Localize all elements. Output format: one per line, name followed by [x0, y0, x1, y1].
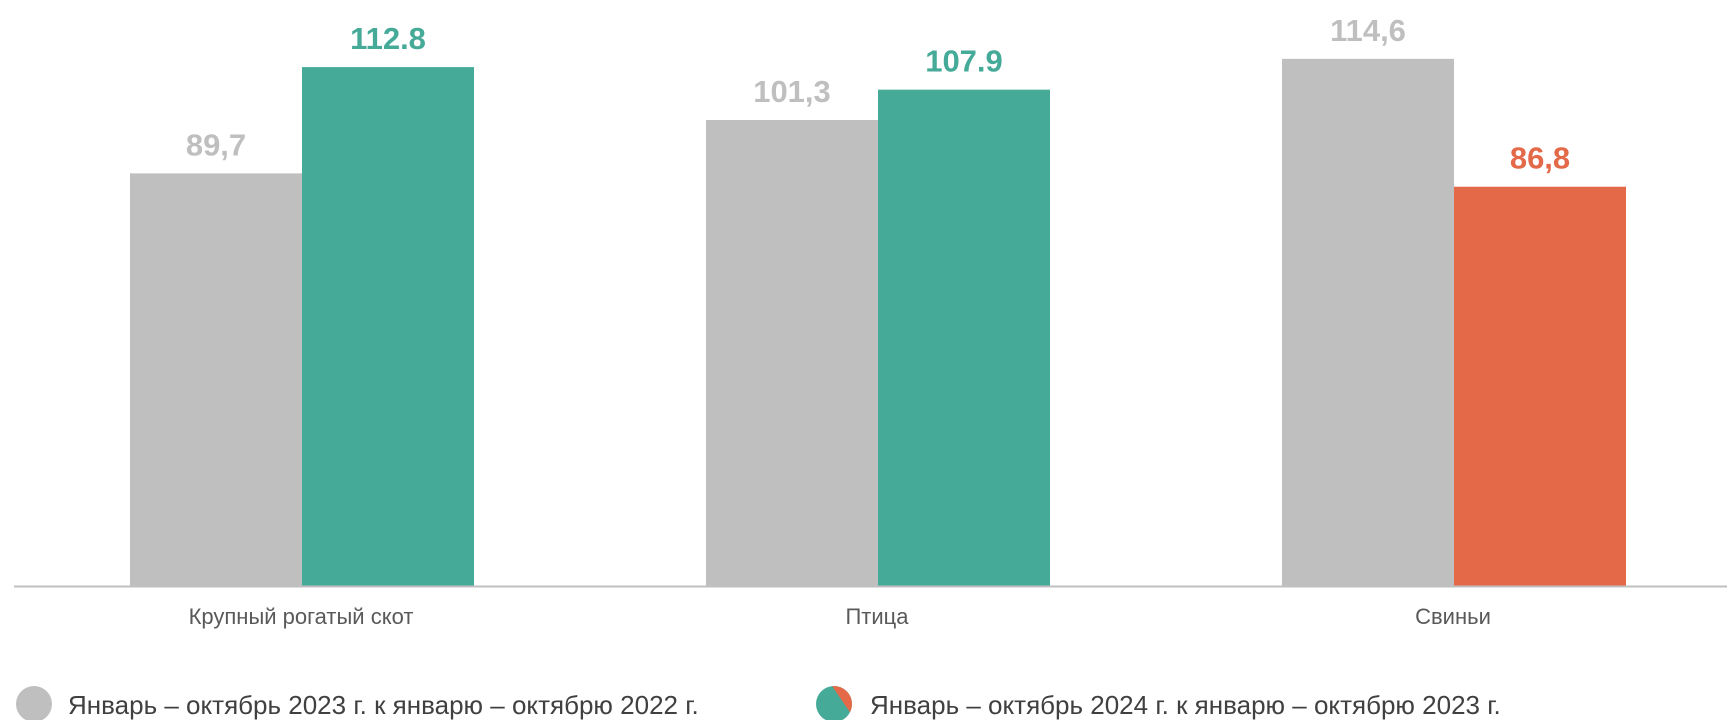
legend-marker-series-2 [816, 686, 852, 720]
value-label-series-1-3: 114,6 [1330, 13, 1406, 48]
value-labels-layer: 89,7 101,3 114,6 112.8 107.9 86,8 [186, 13, 1570, 176]
bar-series-2-3 [1454, 186, 1626, 586]
bar-series-1-2 [706, 120, 878, 587]
legend-label-series-1: Январь – октябрь 2023 г. к январю – октя… [68, 690, 699, 720]
value-label-series-2-3: 86,8 [1510, 141, 1570, 176]
value-label-series-2-2: 107.9 [925, 44, 1003, 79]
category-label-3: Свиньи [1415, 604, 1491, 629]
bar-series-1-3 [1282, 58, 1454, 586]
value-label-series-1-1: 89,7 [186, 127, 246, 162]
legend: Январь – октябрь 2023 г. к январю – октя… [16, 686, 1501, 720]
legend-item-series-1: Январь – октябрь 2023 г. к январю – октя… [16, 686, 699, 720]
value-label-series-2-1: 112.8 [350, 21, 426, 56]
category-labels-layer: Крупный рогатый скот Птица Свиньи [189, 604, 1491, 629]
category-label-2: Птица [845, 604, 909, 629]
legend-label-series-2: Январь – октябрь 2024 г. к январю – октя… [870, 690, 1501, 720]
category-label-1: Крупный рогатый скот [189, 604, 414, 629]
legend-item-series-2: Январь – октябрь 2024 г. к январю – октя… [816, 686, 1501, 720]
legend-marker-series-1 [16, 686, 52, 720]
bar-series-2-2 [878, 89, 1050, 586]
bars-layer [130, 58, 1626, 587]
value-label-series-1-2: 101,3 [753, 74, 831, 109]
bar-series-2-1 [302, 67, 474, 587]
bar-series-1-1 [130, 173, 302, 586]
